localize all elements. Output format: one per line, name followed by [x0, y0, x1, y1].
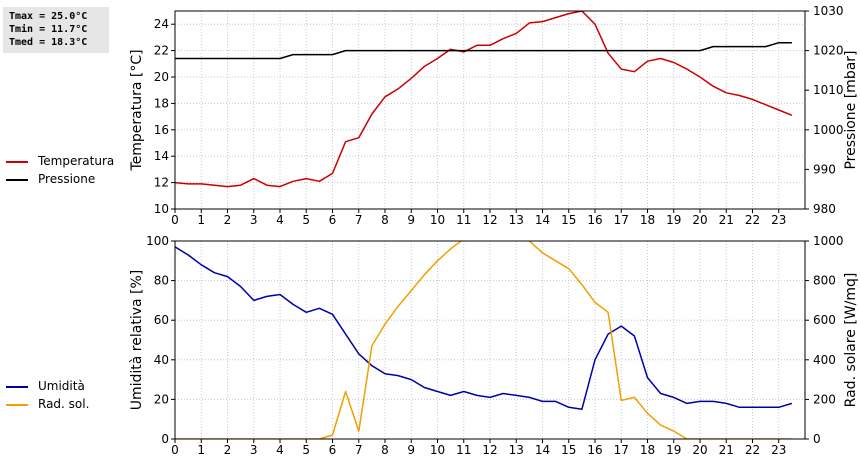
series-line-umidit: [175, 246, 793, 411]
y-tick-label: 80: [154, 274, 169, 288]
x-tick-label: 19: [666, 443, 681, 457]
x-tick-label: 17: [614, 443, 629, 457]
y-tick-label: 20: [154, 392, 169, 406]
plot-frame: [174, 240, 806, 440]
x-tick-label: 4: [276, 443, 284, 457]
chart-panel-2: 0 1 2 3 4 5 6 7 8 9 10 11 12 13 14 15 16 17 18 19 20 21 22 2302…: [129, 234, 859, 457]
x-tick-label: 5: [302, 213, 310, 227]
y-tick-label: 0: [161, 432, 169, 446]
legend-swatch: [6, 179, 28, 181]
y2-tick-label: 980: [813, 202, 836, 216]
x-tick-label: 8: [381, 213, 389, 227]
x-tick-label: 14: [535, 443, 550, 457]
x-tick-label: 16: [587, 443, 602, 457]
x-tick-label: 18: [640, 213, 655, 227]
x-tick-label: 2: [224, 443, 232, 457]
x-tick-label: 15: [561, 213, 576, 227]
y-tick-label: 10: [154, 202, 169, 216]
y2-tick-label: 1010: [813, 83, 844, 97]
y-tick-label: 16: [154, 123, 169, 137]
stats-box: Tmax = 25.0°C Tmin = 11.7°C Tmed = 18.3°…: [3, 7, 109, 53]
series-line-pressione: [175, 41, 792, 60]
plot-frame: [174, 10, 806, 210]
x-tick-label: 16: [587, 213, 602, 227]
x-tick-label: 1: [197, 213, 205, 227]
x-tick-label: 6: [329, 213, 337, 227]
y-tick-label: 20: [154, 70, 169, 84]
legend-label: Rad. sol.: [38, 397, 90, 411]
x-tick-label: 9: [407, 443, 415, 457]
x-tick-label: 15: [561, 443, 576, 457]
x-tick-label: 7: [355, 443, 363, 457]
y-tick-label: 22: [154, 44, 169, 58]
x-tick-label: 20: [692, 213, 707, 227]
legend-swatch: [6, 161, 28, 163]
x-tick-label: 13: [509, 213, 524, 227]
y-tick-label: 18: [154, 96, 169, 110]
x-tick-label: 21: [719, 213, 734, 227]
x-tick-label: 23: [771, 443, 786, 457]
y2-tick-label: 990: [813, 162, 836, 176]
x-tick-label: 23: [771, 213, 786, 227]
y2-tick-label: 0: [813, 432, 821, 446]
y-tick-label: 12: [154, 176, 169, 190]
stat-tmed: Tmed = 18.3°C: [9, 37, 88, 48]
x-tick-label: 3: [250, 213, 258, 227]
x-tick-label: 12: [482, 213, 497, 227]
y2-tick-label: 1030: [813, 4, 844, 18]
x-tick-label: 8: [381, 443, 389, 457]
y2-tick-label: 1000: [813, 123, 844, 137]
y-tick-label: 14: [154, 149, 169, 163]
x-tick-label: 10: [430, 443, 445, 457]
y-tick-label: 40: [154, 353, 169, 367]
x-tick-label: 18: [640, 443, 655, 457]
y-axis-title: Temperatura [°C]: [129, 49, 145, 171]
y2-tick-label: 600: [813, 313, 836, 327]
x-tick-label: 0: [171, 443, 179, 457]
stat-tmin: Tmin = 11.7°C: [9, 24, 88, 35]
stat-tmax: Tmax = 25.0°C: [9, 11, 88, 22]
y-tick-label: 60: [154, 313, 169, 327]
x-tick-label: 11: [456, 443, 471, 457]
x-tick-label: 6: [329, 443, 337, 457]
y2-axis-title: Pressione [mbar]: [843, 50, 859, 169]
x-tick-label: 7: [355, 213, 363, 227]
x-tick-label: 5: [302, 443, 310, 457]
x-tick-label: 14: [535, 213, 550, 227]
x-tick-label: 3: [250, 443, 258, 457]
y-tick-label: 24: [154, 17, 169, 31]
x-tick-label: 22: [745, 213, 760, 227]
x-tick-label: 12: [482, 443, 497, 457]
x-tick-label: 17: [614, 213, 629, 227]
series-line-temperatura: [175, 11, 793, 188]
x-tick-label: 10: [430, 213, 445, 227]
series-line-rad-sol: [175, 241, 792, 439]
x-tick-label: 13: [509, 443, 524, 457]
x-tick-label: 22: [745, 443, 760, 457]
y-tick-label: 100: [146, 234, 169, 248]
legend-label: Pressione: [38, 172, 96, 186]
y-axis-title: Umidità relativa [%]: [129, 270, 145, 411]
legend-label: Temperatura: [38, 154, 115, 168]
x-tick-label: 2: [224, 213, 232, 227]
legend-label: Umidità: [38, 379, 85, 393]
x-tick-label: 4: [276, 213, 284, 227]
y2-tick-label: 400: [813, 353, 836, 367]
y2-tick-label: 200: [813, 392, 836, 406]
legend-swatch: [6, 386, 28, 388]
x-tick-label: 11: [456, 213, 471, 227]
y2-tick-label: 1000: [813, 234, 844, 248]
y2-axis-title: Rad. solare [W/mq]: [843, 273, 859, 408]
x-tick-label: 9: [407, 213, 415, 227]
x-tick-label: 0: [171, 213, 179, 227]
chart-panel-1: 0 1 2 3 4 5 6 7 8 9 10 11 12 13 14 15 16 17 18 19 20 21 22 2310…: [129, 4, 859, 227]
x-tick-label: 19: [666, 213, 681, 227]
x-tick-label: 21: [719, 443, 734, 457]
x-tick-label: 1: [197, 443, 205, 457]
x-tick-label: 20: [692, 443, 707, 457]
legend-swatch: [6, 404, 28, 406]
y2-tick-label: 800: [813, 274, 836, 288]
y2-tick-label: 1020: [813, 44, 844, 58]
